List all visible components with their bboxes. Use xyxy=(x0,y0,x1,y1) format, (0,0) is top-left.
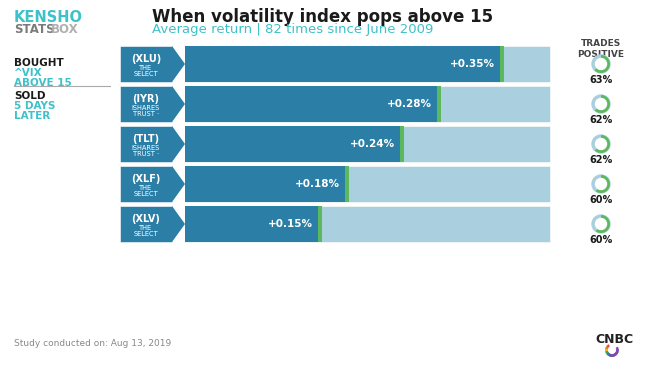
Text: Average return | 82 times since June 2009: Average return | 82 times since June 200… xyxy=(152,23,434,36)
Bar xyxy=(500,46,504,82)
Bar xyxy=(185,166,550,202)
Text: 63%: 63% xyxy=(590,75,612,85)
Text: ISHARES
TRUST ·: ISHARES TRUST · xyxy=(132,105,160,117)
Text: 5 DAYS: 5 DAYS xyxy=(14,101,55,111)
Text: BOUGHT: BOUGHT xyxy=(14,58,64,68)
Text: THE
SELECT: THE SELECT xyxy=(133,225,158,238)
Wedge shape xyxy=(595,135,610,153)
Circle shape xyxy=(592,135,610,153)
Bar xyxy=(185,206,322,242)
Text: THE
SELECT: THE SELECT xyxy=(133,184,158,197)
Bar xyxy=(400,126,404,162)
Circle shape xyxy=(596,138,607,149)
Text: ^VIX: ^VIX xyxy=(14,68,43,78)
Polygon shape xyxy=(172,86,185,122)
Bar xyxy=(120,46,172,82)
Circle shape xyxy=(596,219,607,229)
Text: 60%: 60% xyxy=(590,195,612,205)
Text: (XLU): (XLU) xyxy=(131,54,161,64)
Text: +0.15%: +0.15% xyxy=(268,219,313,229)
Circle shape xyxy=(592,95,610,113)
Text: +0.24%: +0.24% xyxy=(350,139,395,149)
Bar xyxy=(120,126,172,162)
Text: ABOVE 15: ABOVE 15 xyxy=(14,78,72,88)
Bar xyxy=(185,206,550,242)
Circle shape xyxy=(592,215,610,233)
Text: SOLD: SOLD xyxy=(14,91,45,101)
Text: (XLF): (XLF) xyxy=(132,174,161,184)
Bar xyxy=(120,166,172,202)
Text: KENSHO: KENSHO xyxy=(14,10,83,25)
Bar xyxy=(345,166,349,202)
Text: CNBC: CNBC xyxy=(596,333,634,346)
Bar xyxy=(185,46,504,82)
Polygon shape xyxy=(172,166,185,202)
Text: THE
SELECT: THE SELECT xyxy=(133,65,158,77)
Text: (XLV): (XLV) xyxy=(132,214,161,224)
Polygon shape xyxy=(172,206,185,242)
Polygon shape xyxy=(172,46,185,82)
Bar xyxy=(185,126,550,162)
Circle shape xyxy=(592,175,610,193)
Text: 62%: 62% xyxy=(590,155,612,165)
Bar xyxy=(437,86,441,122)
Wedge shape xyxy=(594,55,610,73)
Text: +0.35%: +0.35% xyxy=(450,59,495,69)
Text: +0.28%: +0.28% xyxy=(386,99,432,109)
Bar xyxy=(185,46,550,82)
Text: STATS: STATS xyxy=(14,23,54,36)
Text: +0.18%: +0.18% xyxy=(295,179,340,189)
Bar xyxy=(120,86,172,122)
Bar xyxy=(185,86,550,122)
Wedge shape xyxy=(596,215,610,233)
Text: LATER: LATER xyxy=(14,111,51,121)
Bar xyxy=(318,206,322,242)
Text: BOX: BOX xyxy=(51,23,78,36)
Circle shape xyxy=(596,179,607,190)
Bar xyxy=(185,166,349,202)
Text: Study conducted on: Aug 13, 2019: Study conducted on: Aug 13, 2019 xyxy=(14,339,171,348)
Text: When volatility index pops above 15: When volatility index pops above 15 xyxy=(152,8,493,26)
Circle shape xyxy=(592,55,610,73)
Text: (IYR): (IYR) xyxy=(132,94,159,104)
Text: 62%: 62% xyxy=(590,115,612,125)
Wedge shape xyxy=(595,95,610,113)
Bar xyxy=(185,126,404,162)
Wedge shape xyxy=(596,175,610,193)
Text: ISHARES
TRUST ·: ISHARES TRUST · xyxy=(132,145,160,157)
Circle shape xyxy=(596,59,607,70)
Text: (TLT): (TLT) xyxy=(132,134,159,144)
Bar xyxy=(185,86,441,122)
Circle shape xyxy=(596,98,607,109)
Text: 60%: 60% xyxy=(590,235,612,245)
Bar xyxy=(120,206,172,242)
Text: TRADES
POSITIVE: TRADES POSITIVE xyxy=(577,39,625,59)
Polygon shape xyxy=(172,126,185,162)
